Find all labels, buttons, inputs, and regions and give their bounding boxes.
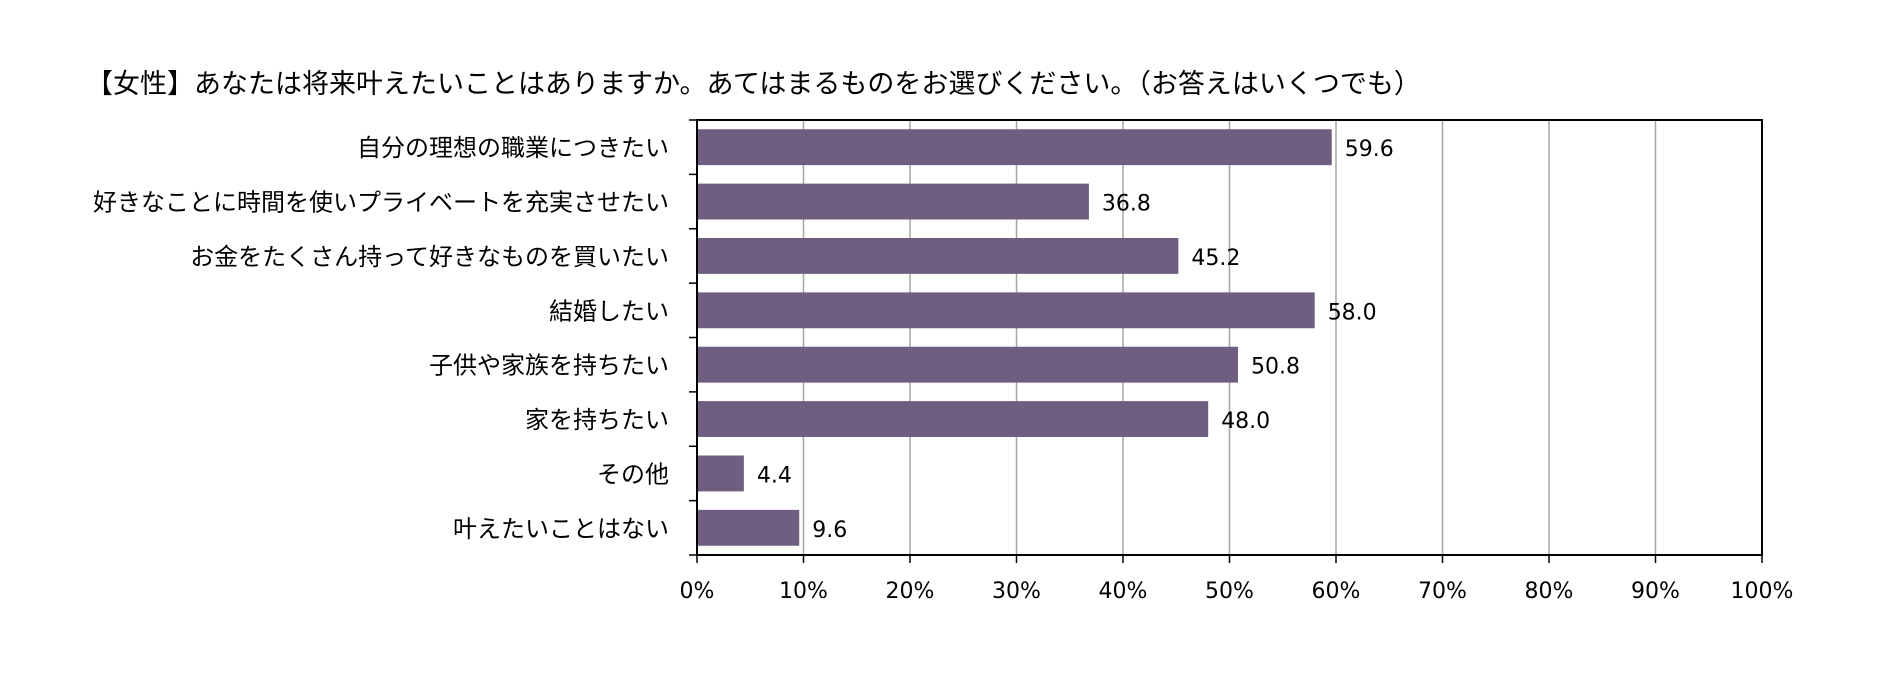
category-label: 子供や家族を持ちたい	[429, 352, 669, 380]
bar	[697, 401, 1209, 438]
x-tick-label: 80%	[1525, 579, 1574, 604]
data-label: 4.4	[757, 463, 792, 488]
data-label: 36.8	[1102, 192, 1151, 217]
category-label: お金をたくさん持って好きなものを買いたい	[190, 243, 669, 271]
x-tick-label: 70%	[1418, 579, 1467, 604]
category-label: 叶えたいことはない	[453, 515, 669, 543]
category-label: 家を持ちたい	[525, 406, 669, 434]
x-tick-label: 50%	[1205, 579, 1254, 604]
bar	[697, 129, 1332, 166]
category-label: 好きなことに時間を使いプライベートを充実させたい	[93, 189, 669, 217]
data-label: 48.0	[1221, 409, 1270, 434]
bar	[697, 237, 1179, 274]
x-tick-label: 10%	[779, 579, 828, 604]
category-label: 結婚したい	[549, 297, 669, 325]
x-tick-label: 60%	[1312, 579, 1361, 604]
labels: 0% 10% 20% 30% 40% 50% 60% 70% 80% 90% 100% 59.6 自分の…	[93, 134, 1793, 604]
x-tick-label: 30%	[992, 579, 1041, 604]
x-tick-label: 90%	[1631, 579, 1680, 604]
bar	[697, 183, 1089, 220]
chart-title: 【女性】あなたは将来叶えたいことはありますか。あてはまるものをお選びください。（…	[86, 69, 1421, 100]
bar	[697, 346, 1239, 383]
category-label: その他	[597, 460, 669, 488]
category-label: 自分の理想の職業につきたい	[357, 134, 669, 162]
gridlines	[689, 119, 1763, 563]
data-label: 9.6	[812, 518, 847, 543]
data-label: 58.0	[1328, 300, 1377, 325]
bar	[697, 292, 1315, 329]
bar	[697, 509, 800, 546]
data-label: 50.8	[1251, 355, 1300, 380]
x-tick-label: 0%	[680, 579, 715, 604]
data-label: 59.6	[1345, 137, 1394, 162]
bars	[697, 129, 1332, 546]
x-tick-label: 20%	[886, 579, 935, 604]
x-tick-label: 100%	[1731, 579, 1794, 604]
plot-border	[696, 119, 1763, 556]
bar	[697, 455, 744, 492]
x-tick-label: 40%	[1099, 579, 1148, 604]
plot-frame	[696, 119, 1763, 556]
data-label: 45.2	[1191, 246, 1240, 271]
